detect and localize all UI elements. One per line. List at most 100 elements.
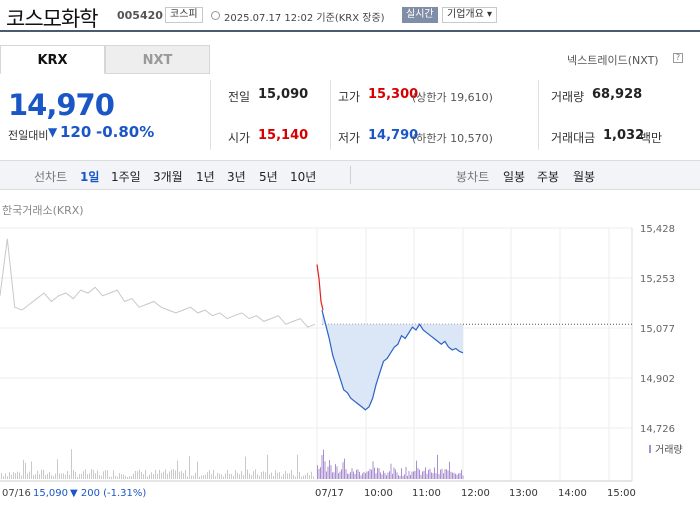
volume-bar [425,467,426,479]
volume-bar [462,475,464,479]
volume-bar [23,459,24,479]
tab-nxt[interactable]: NXT [105,45,210,74]
volume-bar [435,473,437,479]
volume-bar [5,473,6,479]
volume-bar [239,474,240,479]
candle-monthly[interactable]: 월봉 [573,170,596,184]
volume-bar [362,473,363,479]
grid [0,227,633,482]
volume-bar [392,473,393,479]
y-tick-label: 14,726 [640,424,675,435]
volume-bar [175,470,176,479]
volume-bar [297,454,298,479]
volume-bar [139,469,140,479]
chart-period-bar: 선차트 1일 1주일 3개월 1년 3년 5년 10년 봉차트 일봉 주봉 월봉 [0,160,700,190]
volume-bar [369,468,371,479]
realtime-button[interactable]: 실시간 [402,7,438,23]
volume-bar [402,475,404,479]
volume-bar [189,456,190,479]
change-percent: -0.80% [96,123,155,141]
volume-bar [429,468,431,479]
volume-bar [360,475,362,479]
volume-bar [95,473,96,479]
company-overview-dropdown[interactable]: 기업개요 ▾ [442,7,497,23]
volume-bar [79,474,80,479]
help-icon[interactable]: ? [673,53,683,63]
data-source: 한국거래소(KRX) [2,204,84,217]
volume-bar [311,471,312,479]
prev-day-price: 15,090 [33,488,68,499]
volume-bar [434,467,435,479]
volume-bar [446,469,447,479]
x-tick-label: 11:00 [412,488,441,499]
volume-bar [390,463,392,479]
volume-bar [181,470,182,479]
volume-bar [85,469,86,479]
volume-bar [320,467,321,479]
trade-amount-value: 1,032 [603,128,645,143]
volume-bar [231,473,232,479]
period-10y[interactable]: 10년 [290,170,317,184]
y-tick-label: 15,428 [640,224,675,235]
volume-bar [437,454,438,479]
volume-bar [381,474,383,479]
volume-bar [309,475,310,479]
volume-bar [129,476,130,479]
x-tick-label: 14:00 [558,488,587,499]
volume-bar [326,471,327,479]
volume-bar [283,473,284,479]
volume-bar [431,472,432,479]
tab-krx[interactable]: KRX [0,45,105,74]
volume-bar [9,472,10,479]
volume-bar [317,465,318,479]
volume-bar [245,456,246,479]
volume-bar [458,473,459,479]
volume-bar [35,474,36,479]
stock-name: 코스모화학 [6,7,99,31]
volume-bar [195,472,196,479]
volume-bar [371,469,372,479]
volume-bar [417,468,419,479]
volume-bar [205,474,206,479]
volume-bar [153,473,154,479]
candle-weekly[interactable]: 주봉 [537,170,560,184]
volume-bar [109,476,110,479]
volume-bar [354,474,356,479]
volume-bar [119,473,120,479]
candle-daily[interactable]: 일봉 [503,170,526,184]
volume-bar [43,469,44,479]
volume-bar [69,474,70,479]
prev-day-line [0,238,316,328]
volume-bar [57,459,58,479]
period-3y[interactable]: 3년 [227,170,246,184]
opening-price-line [316,264,324,311]
period-5y[interactable]: 5년 [259,170,278,184]
volume-bar [101,475,102,479]
nextrade-link[interactable]: 넥스트레이드(NXT) [567,54,659,67]
period-1d[interactable]: 1일 [80,170,100,184]
volume-bar [147,476,148,479]
trade-amount-label: 거래대금 [551,131,596,145]
volume-bar [247,469,248,479]
period-3m[interactable]: 3개월 [153,170,183,184]
volume-bar [279,472,280,479]
volume-bar [330,465,332,479]
period-1w[interactable]: 1주일 [111,170,141,184]
volume-bar [229,473,230,479]
volume-bar [414,470,416,479]
volume-bar [221,474,222,479]
volume-bar [155,469,156,479]
volume-bar [197,461,198,479]
volume-bar [249,473,250,479]
volume-bar [211,474,212,479]
volume-bar [419,469,420,479]
volume-bar [380,472,381,479]
volume-bar [55,473,56,479]
volume-bars [1,449,464,479]
x-tick-label: 07/17 [315,488,344,499]
volume-bar [127,476,128,479]
volume-bar [125,475,126,479]
period-1y[interactable]: 1년 [196,170,215,184]
volume-bar [159,469,160,479]
volume-bar [333,472,335,479]
